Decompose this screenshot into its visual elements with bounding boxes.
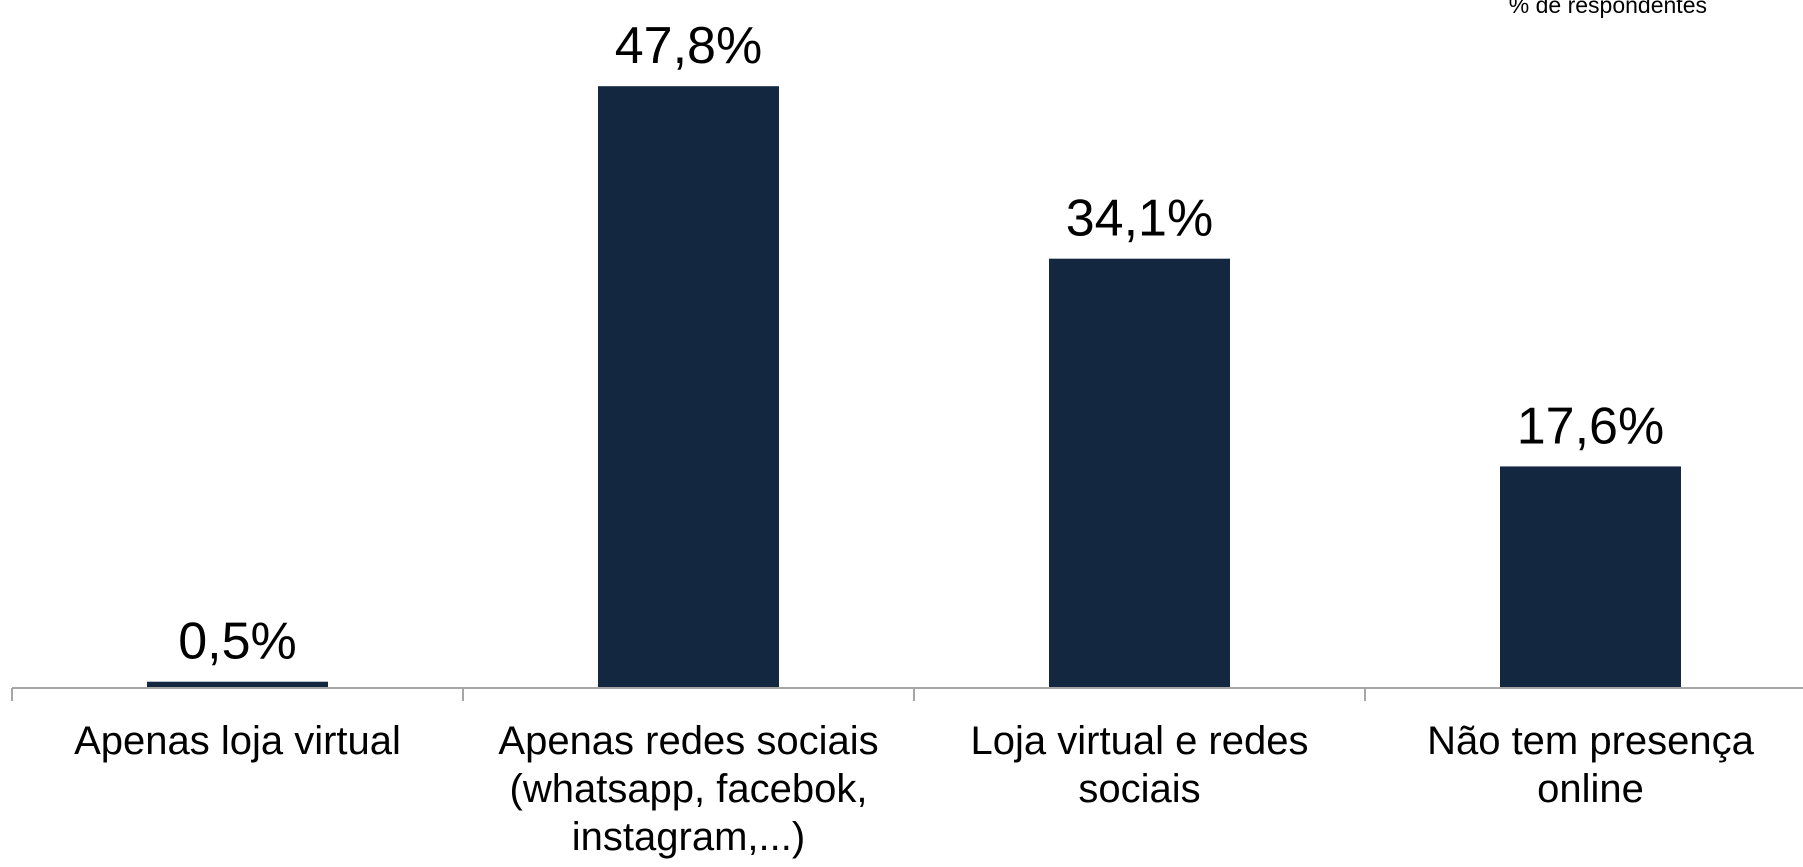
category-label-line: (whatsapp, facebok, bbox=[510, 767, 868, 811]
category-labels-layer: Apenas loja virtual Apenas redes sociais(… bbox=[74, 719, 1755, 859]
data-label: 34,1% bbox=[1066, 190, 1213, 248]
category-label: Apenas loja virtual bbox=[74, 719, 401, 763]
category-label-line: Não tem presença bbox=[1427, 719, 1755, 763]
category-label: Não tem presença online bbox=[1427, 719, 1755, 811]
bar bbox=[147, 681, 328, 688]
units-note: % de respondentes bbox=[1509, 0, 1707, 18]
bar bbox=[1049, 258, 1230, 688]
data-labels-layer: 0,5% 47,8% 34,1% 17,6% bbox=[178, 17, 1664, 671]
category-label-line: Loja virtual e redes bbox=[971, 719, 1309, 763]
bars-layer bbox=[147, 86, 1681, 688]
x-axis bbox=[11, 687, 1803, 701]
bar bbox=[598, 86, 779, 688]
category-label-line: sociais bbox=[1078, 767, 1200, 811]
category-label: Loja virtual e redes sociais bbox=[971, 719, 1309, 811]
data-label: 0,5% bbox=[178, 613, 297, 671]
category-label: Apenas redes sociais (whatsapp, facebok, i… bbox=[498, 719, 878, 859]
category-label-line: Apenas redes sociais bbox=[498, 719, 878, 763]
category-label-line: instagram,...) bbox=[572, 815, 805, 859]
data-label: 17,6% bbox=[1517, 397, 1664, 455]
data-label: 47,8% bbox=[615, 17, 762, 75]
bar bbox=[1500, 466, 1681, 688]
category-label-line: Apenas loja virtual bbox=[74, 719, 401, 763]
category-label-line: online bbox=[1537, 767, 1644, 811]
